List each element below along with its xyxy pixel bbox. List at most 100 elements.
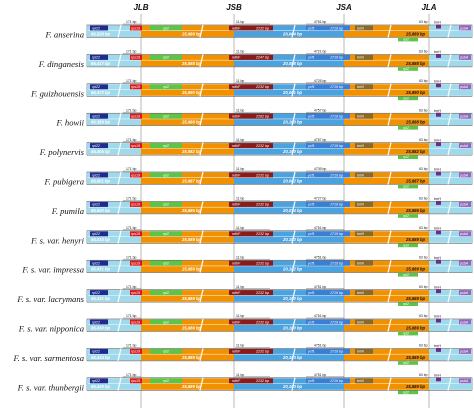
break-mark	[291, 142, 296, 156]
gene-rpl22-label: rpl22	[92, 26, 100, 30]
gene-psba	[459, 25, 471, 31]
gene-trnn	[355, 260, 373, 266]
ira-track	[344, 231, 429, 237]
gene-psba-label: psbA	[459, 26, 469, 30]
irb-length-label: 25,888 bp	[181, 120, 202, 125]
lsc-band-right	[429, 266, 472, 273]
gene-rps19-label: rps19	[131, 173, 140, 177]
gene-rpl22	[90, 25, 108, 31]
junction-headers: JLB JSB JSA JLA	[133, 3, 436, 12]
gene-psba-label: psbA	[459, 262, 469, 266]
gene-rpl22-label: rpl22	[92, 262, 100, 266]
gene-trnh	[436, 318, 441, 323]
lsc-length-label: 86,901 bp	[91, 178, 111, 183]
gene-trnn	[355, 348, 373, 354]
ycf1-distance-label: 4751 bp	[314, 344, 326, 348]
gene-trnh	[436, 112, 441, 117]
gene-rpl2-label: rpl2	[163, 85, 169, 89]
gene-trnn	[355, 201, 373, 207]
ira-band	[344, 325, 429, 331]
gene-trnh-label: trnH	[434, 168, 441, 172]
break-mark	[291, 377, 296, 391]
gene-rpl2-copy-label: rpl2	[403, 185, 409, 189]
lsc-length-label: 86,472 bp	[91, 90, 111, 95]
gene-trnn	[355, 54, 373, 60]
ycf1-distance-label: 4751 bp	[314, 314, 326, 318]
species-label: F. s. var. henyri	[30, 235, 84, 245]
lsc-band	[87, 31, 141, 37]
species-label: F. s. var. nipponica	[18, 324, 84, 334]
gene-rpl2-copy	[398, 214, 418, 218]
ira-track	[344, 378, 429, 384]
gene-trnh	[436, 377, 441, 382]
species-row: F. dinganesis 171 bp 11 bp 4721 bp 63 bp 86,4…	[38, 50, 473, 71]
ssc-band	[234, 236, 344, 243]
ycf1-distance-label: 4751 bp	[314, 226, 326, 230]
right-distance-label: 63 bp	[419, 167, 428, 171]
ira-track	[344, 84, 429, 90]
gene-ycf1-label: ycf1	[307, 173, 315, 177]
ycf1-distance-label: 4751 bp	[314, 255, 326, 259]
ira-band	[344, 383, 429, 390]
gene-trnn-label: trnN	[357, 291, 364, 295]
break-mark	[199, 201, 204, 215]
gene-trnh-label: trnH	[434, 344, 441, 348]
gene-rpl2-copy-label: rpl2	[403, 155, 409, 159]
gene-ycf1-label: ycf1	[307, 350, 315, 354]
break-mark	[117, 113, 122, 126]
gene-ycf1	[306, 54, 350, 60]
gene-psba	[459, 319, 471, 325]
right-distance-label: 63 bp	[419, 226, 428, 230]
lsc-length-label: 86,620 bp	[91, 208, 111, 213]
irb-track	[141, 25, 234, 31]
species-row: F. polynervis 171 bp 11 bp 4757 bp 63 bp 86,4…	[39, 138, 473, 159]
ycf1-distance-label: 4721 bp	[314, 50, 326, 54]
break-mark	[291, 83, 296, 97]
ssc-band	[234, 325, 344, 331]
irb-length-label: 25,889 bp	[181, 267, 202, 272]
gene-ndhf	[229, 172, 273, 178]
gene-psba	[459, 290, 471, 296]
ndhf-length-label: 2232 bp	[255, 291, 269, 295]
gene-rpl2-copy	[398, 67, 418, 71]
ndhf-length-label: 2232 bp	[255, 262, 269, 266]
gene-ndhf	[229, 260, 273, 266]
ira-length-label: 25,889 bp	[405, 355, 426, 360]
gene-rpl22	[90, 201, 108, 207]
gene-rpl2	[150, 231, 182, 237]
gene-ycf1	[306, 290, 350, 296]
gene-trnh-label: trnH	[434, 315, 441, 319]
break-mark	[447, 377, 452, 391]
gene-psba-label: psbA	[459, 291, 469, 295]
gene-trnh-label: trnH	[434, 21, 441, 25]
irb-band	[141, 60, 234, 67]
left-distance-label: 171 bp	[126, 50, 136, 54]
break-mark	[199, 83, 204, 97]
ssc-track	[234, 172, 344, 178]
ndhf-length-label: 2232 bp	[255, 350, 269, 354]
ira-length-label: 25,889 bp	[405, 384, 426, 389]
lsc-band-right	[429, 89, 472, 96]
gene-ndhf-label: ndhF	[232, 26, 241, 30]
ndhf-distance-label: 11 bp	[236, 79, 244, 83]
gene-rpl22-label: rpl22	[92, 232, 100, 236]
ycf1-length-label: 1719 bp	[330, 320, 343, 324]
gene-rpl2	[150, 201, 182, 207]
lsc-band-right	[429, 295, 472, 302]
ndhf-length-label: 2232 bp	[255, 26, 269, 30]
species-row: F. s. var. sarmentosa 171 bp 11 bp 4751 bp 6…	[12, 344, 473, 365]
irb-track	[141, 260, 234, 266]
break-mark	[387, 318, 392, 332]
gene-rpl2-copy	[398, 243, 418, 248]
ycf1-distance-label: 4739 bp	[314, 167, 326, 171]
ycf1-length-label: 1719 bp	[330, 115, 343, 119]
gene-psba-label: psbA	[459, 56, 469, 60]
ira-length-label: 25,888 bp	[405, 61, 426, 66]
gene-trnh-label: trnH	[434, 50, 441, 54]
gene-trnn	[355, 172, 373, 178]
ssc-track	[234, 348, 344, 354]
right-distance-label: 63 bp	[419, 373, 428, 377]
gene-rpl2-copy-label: rpl2	[403, 361, 409, 365]
gene-trnh	[436, 142, 441, 147]
